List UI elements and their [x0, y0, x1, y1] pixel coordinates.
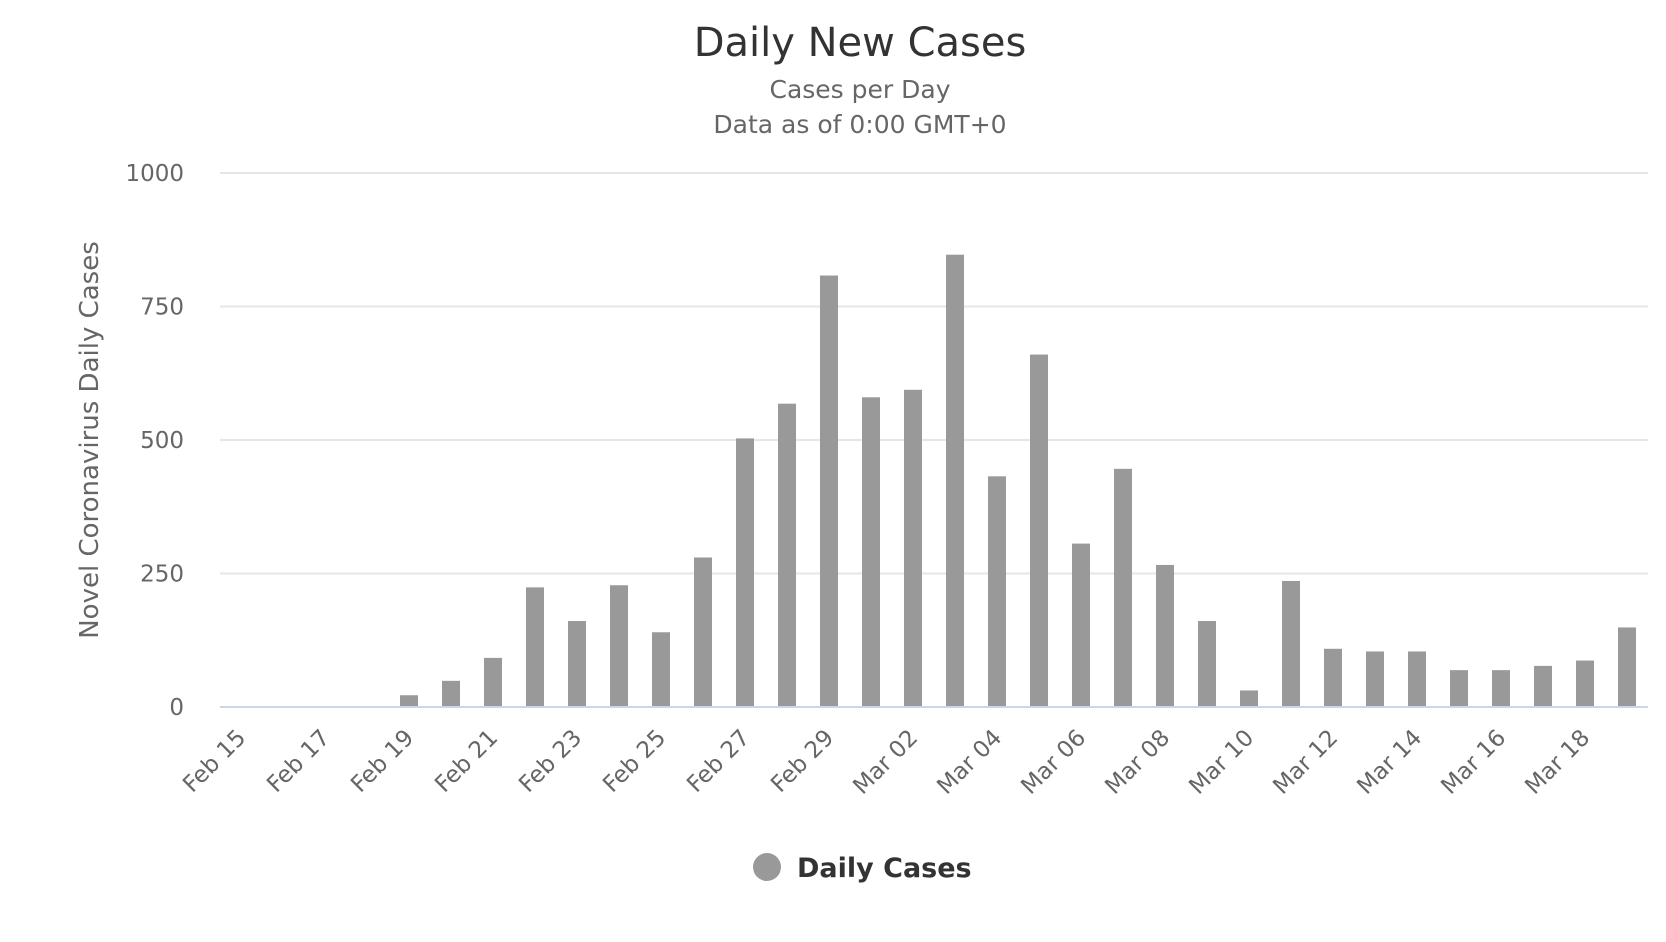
- legend-marker-daily-cases: [753, 853, 781, 881]
- bar-feb-25[interactable]: [652, 632, 670, 707]
- x-tick-label: Feb 17: [262, 725, 335, 798]
- x-tick-label: Feb 15: [178, 725, 251, 798]
- bar-mar-15[interactable]: [1450, 670, 1468, 707]
- bar-mar-16[interactable]: [1492, 670, 1510, 707]
- y-tick-label: 250: [140, 562, 184, 588]
- chart-title: Daily New Cases: [693, 20, 1027, 66]
- bar-mar-14[interactable]: [1408, 651, 1426, 707]
- bar-mar-12[interactable]: [1324, 648, 1342, 707]
- bar-feb-28[interactable]: [778, 403, 796, 707]
- bar-mar-05[interactable]: [1030, 354, 1048, 707]
- bar-mar-13[interactable]: [1366, 651, 1384, 707]
- x-tick-label: Feb 27: [682, 725, 755, 798]
- bar-feb-22[interactable]: [526, 587, 544, 707]
- x-tick-label: Feb 21: [430, 725, 503, 798]
- bar-mar-10[interactable]: [1240, 690, 1258, 707]
- x-tick-label: Mar 02: [848, 725, 923, 800]
- bar-feb-27[interactable]: [736, 438, 754, 707]
- x-tick-label: Feb 29: [766, 725, 839, 798]
- bar-mar-01[interactable]: [862, 397, 880, 707]
- bar-feb-23[interactable]: [568, 621, 586, 707]
- legend-label-daily-cases: Daily Cases: [797, 853, 972, 884]
- x-tick-label: Feb 19: [346, 725, 419, 798]
- bar-mar-18[interactable]: [1576, 660, 1594, 707]
- bar-mar-06[interactable]: [1072, 543, 1090, 707]
- bar-feb-20[interactable]: [442, 680, 460, 707]
- bar-mar-09[interactable]: [1198, 621, 1216, 707]
- y-axis-ticks: 0 250 500 750 1000: [125, 161, 184, 721]
- legend[interactable]: Daily Cases: [753, 853, 972, 884]
- x-tick-label: Mar 16: [1436, 725, 1511, 800]
- bar-mar-04[interactable]: [988, 476, 1006, 707]
- x-tick-label: Feb 25: [598, 725, 671, 798]
- bar-mar-19[interactable]: [1618, 627, 1636, 707]
- x-tick-label: Feb 23: [514, 725, 587, 798]
- y-tick-label: 500: [140, 428, 184, 454]
- bar-feb-21[interactable]: [484, 657, 502, 707]
- y-tick-label: 1000: [125, 161, 184, 187]
- bar-mar-03[interactable]: [946, 254, 964, 707]
- bar-mar-08[interactable]: [1156, 564, 1174, 707]
- x-axis-ticks: Feb 15 Feb 17 Feb 19 Feb 21 Feb 23 Feb 25 Feb …: [178, 725, 1595, 800]
- chart-subtitle-line-2: Data as of 0:00 GMT+0: [713, 110, 1007, 139]
- bar-feb-26[interactable]: [694, 557, 712, 707]
- x-tick-label: Mar 12: [1268, 725, 1343, 800]
- x-tick-label: Mar 18: [1520, 725, 1595, 800]
- bar-mar-17[interactable]: [1534, 665, 1552, 707]
- y-tick-label: 0: [169, 695, 184, 721]
- x-tick-label: Mar 06: [1016, 725, 1091, 800]
- bar-mar-11[interactable]: [1282, 580, 1300, 707]
- x-tick-label: Mar 08: [1100, 725, 1175, 800]
- bars: [400, 254, 1636, 707]
- bar-feb-24[interactable]: [610, 585, 628, 707]
- bar-mar-07[interactable]: [1114, 468, 1132, 707]
- x-tick-label: Mar 04: [932, 725, 1007, 800]
- y-tick-label: 750: [140, 295, 184, 321]
- x-tick-label: Mar 14: [1352, 725, 1427, 800]
- chart-subtitle-line-1: Cases per Day: [769, 75, 951, 104]
- bar-mar-02[interactable]: [904, 389, 922, 707]
- y-axis-label: Novel Coronavirus Daily Cases: [75, 241, 105, 639]
- bar-feb-29[interactable]: [820, 275, 838, 707]
- bar-feb-19[interactable]: [400, 695, 418, 707]
- x-tick-label: Mar 10: [1184, 725, 1259, 800]
- grid-lines: [220, 172, 1648, 575]
